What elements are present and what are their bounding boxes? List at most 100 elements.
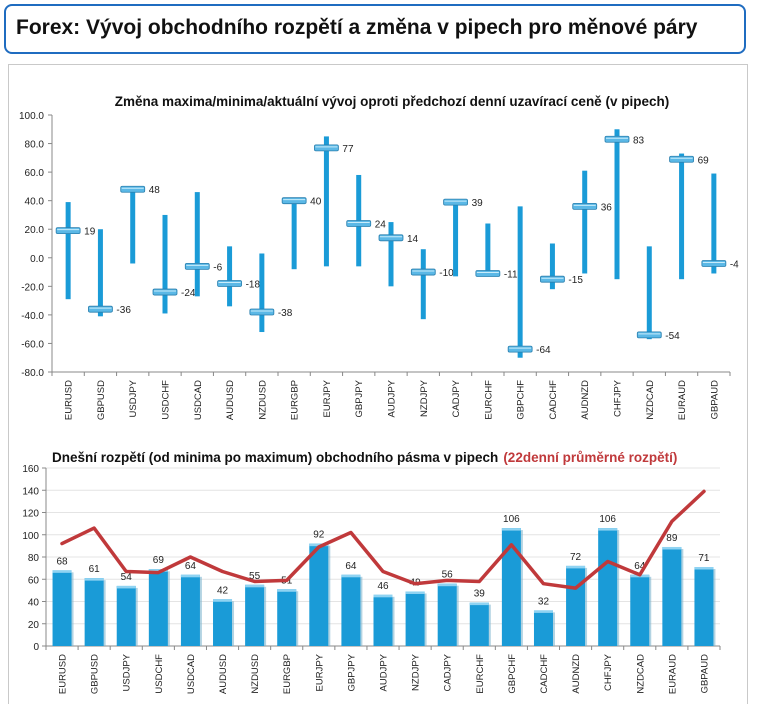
chart2-category-label-eurgbp: EURGBP [282, 654, 293, 694]
chart2-bar-usdjpy [116, 585, 136, 646]
chart2-y-tick-label: 0 [33, 642, 39, 653]
chart2-bar-eurgbp [277, 589, 297, 646]
chart2-category-label-eurjpy: EURJPY [314, 653, 325, 691]
chart2-line-point-gbpusd [93, 527, 95, 529]
chart2-category-label-usdjpy: USDJPY [122, 653, 133, 691]
chart1-current-marker-audjpy [378, 234, 404, 242]
chart1-data-label-gbpchf: -64 [536, 345, 551, 356]
chart2-data-label-cadchf: 32 [538, 596, 550, 607]
chart1-current-marker-audusd [217, 280, 242, 287]
chart2-bar-top [533, 610, 553, 613]
chart2-data-label-nzdcad: 64 [634, 561, 646, 572]
chart2-bar-gbpusd [84, 578, 104, 646]
chart1-category-label-gbpjpy: GBPJPY [354, 379, 365, 417]
chart2-bar-top [84, 578, 104, 581]
chart1-range-bar-gbpaud [711, 173, 717, 274]
chart2-line-point-audjpy [382, 570, 384, 572]
chart2-y-tick-label: 40 [28, 598, 40, 609]
chart1-data-label-nzdjpy: -10 [439, 268, 454, 279]
chart1-data-label-usdchf: -24 [181, 288, 196, 299]
chart2-bar-eurusd [52, 570, 72, 646]
chart2-line-point-gbpjpy [350, 532, 352, 534]
chart1-data-label-gbpaud: -4 [730, 259, 739, 270]
chart1-range-bar-gbpchf [517, 206, 523, 358]
chart2-bar-audjpy [373, 594, 393, 646]
chart2-data-label-audjpy: 46 [377, 581, 389, 592]
chart2-line-point-chfjpy [607, 560, 609, 562]
chart2-data-label-audusd: 42 [217, 585, 229, 596]
chart1-category-label-usdcad: USDCAD [193, 380, 204, 420]
chart1-range-bar-nzdjpy [420, 249, 426, 320]
chart2-y-tick-label: 60 [28, 575, 40, 586]
chart1-y-tick-label: -80.0 [21, 368, 44, 379]
chart2-y-tick-label: 120 [22, 509, 39, 520]
chart2-line-point-usdjpy [125, 570, 127, 572]
chart1-current-marker-eurusd [55, 227, 81, 235]
chart1-range-bar-audnzd [582, 170, 588, 274]
chart1-y-tick-label: -40.0 [21, 311, 44, 322]
chart1-range-bar-usdjpy [130, 189, 136, 264]
chart1-current-marker-chfjpy [604, 135, 630, 143]
chart2-line-point-eurchf [478, 580, 480, 582]
chart2-bar-top [469, 602, 489, 606]
chart2-line-point-eurusd [61, 543, 63, 545]
chart1-current-marker-gbpaud [701, 260, 727, 267]
chart2-line-point-nzdjpy [414, 583, 416, 585]
chart1-y-tick-label: 100.0 [19, 111, 44, 122]
chart2-line-point-audusd [222, 570, 224, 572]
chart1-category-label-cadjpy: CADJPY [451, 379, 462, 417]
chart1-y-tick-label: 0.0 [30, 254, 44, 265]
chart1-category-label-eurchf: EURCHF [483, 380, 494, 420]
chart2-bar-top [148, 569, 168, 572]
chart1-current-marker-cadjpy [443, 198, 468, 206]
chart2-bar-top [277, 589, 297, 592]
chart1-current-marker-gbpusd [88, 305, 113, 313]
chart1-category-label-usdjpy: USDJPY [128, 379, 139, 417]
chart2-data-label-cadjpy: 56 [442, 570, 454, 581]
chart2-data-label-gbpchf: 106 [503, 514, 520, 525]
chart1-category-label-usdchf: USDCHF [161, 380, 172, 420]
chart2-category-label-nzdcad: NZDCAD [635, 654, 646, 694]
chart2-category-label-cadchf: CADCHF [539, 654, 550, 694]
chart1-category-label-eurgbp: EURGBP [290, 380, 301, 420]
chart1-data-label-audjpy: 14 [407, 234, 419, 245]
chart1-category-label-audnzd: AUDNZD [580, 380, 591, 420]
chart1-category-label-nzdjpy: NZDJPY [419, 379, 430, 417]
chart1-range-bar-usdchf [162, 214, 168, 314]
chart2-bar-top [309, 543, 329, 547]
chart2-data-label-gbpusd: 61 [89, 564, 101, 575]
chart2-data-label-usdchf: 69 [153, 555, 165, 566]
chart1-data-label-nzdcad: -54 [665, 331, 680, 342]
chart1-current-marker-euraud [669, 155, 694, 163]
chart1-range-bar-eurusd [65, 202, 71, 300]
chart1-range-bar-audusd [227, 246, 233, 307]
chart1-category-label-cadchf: CADCHF [548, 380, 559, 420]
chart2-category-label-gbpaud: GBPAUD [699, 654, 710, 694]
chart1-y-tick-label: 80.0 [25, 140, 45, 151]
chart2-line-point-nzdusd [254, 580, 256, 582]
chart2-data-label-audnzd: 72 [570, 552, 582, 563]
chart1-range-bar-eurchf [485, 223, 491, 277]
chart2-bar-gbpaud [694, 567, 714, 646]
chart1-current-marker-eurgbp [281, 197, 307, 205]
chart1-data-label-eurusd: 19 [84, 227, 96, 238]
chart1-current-marker-eurjpy [314, 144, 339, 152]
chart2-data-label-chfjpy: 106 [599, 514, 616, 525]
chart2-bar-top [501, 528, 521, 531]
chart2-category-label-nzdusd: NZDUSD [250, 654, 261, 694]
chart1-category-label-audjpy: AUDJPY [387, 379, 398, 417]
chart1-y-tick-label: -20.0 [21, 282, 44, 293]
chart1-current-marker-gbpjpy [346, 220, 372, 227]
chart2-category-label-gbpusd: GBPUSD [90, 654, 101, 694]
chart1-category-label-nzdcad: NZDCAD [645, 380, 656, 420]
chart2-data-label-gbpjpy: 64 [345, 561, 357, 572]
chart2-bar-top [598, 528, 618, 531]
chart1-category-label-eurusd: EURUSD [64, 380, 75, 420]
chart1-category-label-gbpaud: GBPAUD [709, 380, 720, 420]
chart2-bar-chfjpy [598, 528, 618, 646]
chart1-category-label-euraud: EURAUD [677, 380, 688, 420]
chart1-data-label-audnzd: 36 [601, 202, 613, 213]
chart1-data-label-gbpjpy: 24 [375, 220, 387, 231]
chart1-data-label-usdcad: -6 [213, 262, 222, 273]
chart2-bar-eurjpy [309, 543, 329, 646]
